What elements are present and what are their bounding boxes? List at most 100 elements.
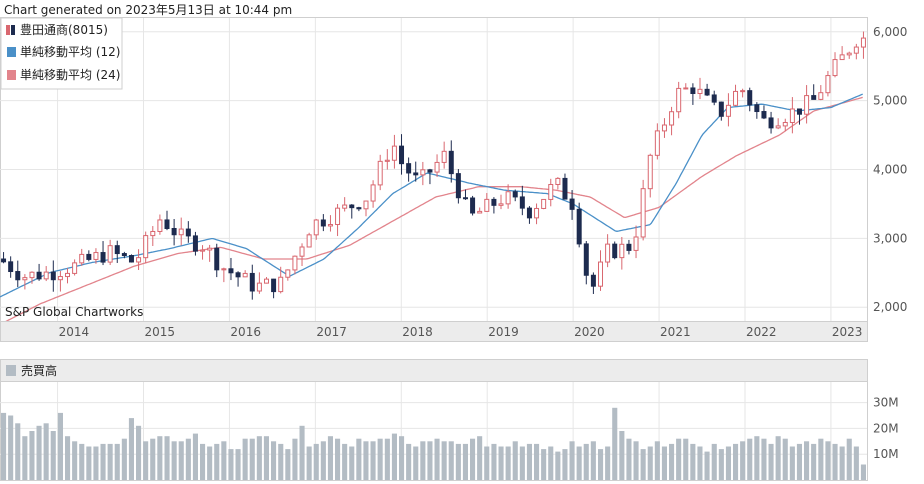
candle: [377, 154, 383, 191]
candle: [733, 84, 739, 106]
volume-bar: [462, 443, 468, 480]
volume-bar: [228, 449, 234, 480]
candle: [285, 269, 291, 281]
volume-bar: [356, 438, 362, 480]
candle: [598, 250, 604, 291]
candle: [768, 111, 774, 134]
candle: [214, 243, 220, 278]
candle: [477, 207, 483, 214]
candle: [228, 257, 234, 281]
x-tick-label: 2020: [574, 325, 605, 339]
candle: [583, 241, 589, 285]
volume-bar: [143, 441, 149, 480]
ma24-layer: [0, 96, 863, 325]
volume-bar: [29, 431, 35, 480]
candle: [57, 271, 63, 292]
volume-bar: [448, 441, 454, 480]
volume-bar: [150, 438, 156, 480]
candle: [427, 168, 433, 185]
candle: [384, 149, 390, 170]
candle: [327, 215, 333, 232]
volume-y-tick: 20M: [873, 421, 899, 435]
candle: [221, 267, 227, 283]
candle: [484, 193, 490, 212]
volume-bar: [669, 443, 675, 480]
candle: [825, 70, 831, 97]
candle: [740, 88, 746, 98]
candle: [65, 268, 71, 284]
chart-caption: Chart generated on 2023年5月13日 at 10:44 p…: [4, 3, 293, 17]
candle: [349, 204, 355, 219]
candle: [164, 210, 170, 231]
candle: [697, 77, 703, 100]
candle: [50, 260, 56, 292]
candle: [754, 102, 760, 119]
volume-bar: [271, 441, 277, 480]
legend-label-ma12: 単純移動平均 (12): [20, 45, 120, 59]
candle: [100, 241, 106, 266]
volume-bar: [420, 441, 426, 480]
volume-bar: [8, 415, 14, 480]
volume-bar: [825, 441, 831, 480]
candle: [470, 195, 476, 216]
price-y-tick: 2,000: [873, 300, 907, 314]
volume-bar: [185, 438, 191, 480]
volume-bar: [733, 443, 739, 480]
volume-bar: [548, 446, 554, 480]
volume-bar: [853, 446, 859, 480]
volume-bar: [278, 443, 284, 480]
volume-bar: [335, 438, 341, 480]
volume-bar: [676, 438, 682, 480]
candle: [555, 177, 561, 190]
volume-bar: [526, 443, 532, 480]
volume-bar: [725, 446, 731, 480]
candle: [157, 214, 163, 235]
x-tick-label: 2017: [316, 325, 347, 339]
candle: [86, 250, 92, 262]
candle: [846, 51, 852, 59]
candle: [235, 271, 241, 287]
price-legend: 豊田通商(8015) 単純移動平均 (12) 単純移動平均 (24): [0, 17, 123, 90]
candle: [342, 197, 348, 212]
candle: [185, 221, 191, 243]
volume-bar: [342, 443, 348, 480]
volume-bar: [740, 441, 746, 480]
volume-bar: [171, 441, 177, 480]
candle: [683, 83, 689, 90]
candle: [15, 260, 21, 288]
candle: [562, 173, 568, 200]
candle: [690, 83, 696, 105]
volume-bar: [754, 436, 760, 480]
candle: [242, 270, 248, 278]
volume-bar: [370, 441, 376, 480]
volume-bar: [207, 446, 213, 480]
volume-bar: [455, 443, 461, 480]
volume-bar: [718, 449, 724, 480]
volume-bar: [846, 438, 852, 480]
candle: [292, 255, 298, 275]
volume-bar: [43, 423, 49, 480]
volume-bar: [100, 443, 106, 480]
volume-bar: [519, 446, 525, 480]
volume-bar: [512, 441, 518, 480]
x-tick-label: 2021: [660, 325, 691, 339]
volume-bar: [605, 446, 611, 480]
candle: [150, 226, 156, 246]
candle: [43, 266, 49, 282]
volume-swatch-icon: [6, 365, 16, 376]
candle: [207, 244, 213, 262]
volume-bar: [93, 446, 99, 480]
candle: [136, 249, 142, 270]
candle: [121, 251, 127, 259]
candle: [725, 93, 731, 127]
volume-header: [0, 359, 868, 382]
candle-icon: [6, 25, 15, 35]
volume-bar: [626, 438, 632, 480]
candle: [8, 256, 14, 278]
volume-bar: [498, 446, 504, 480]
candle: [200, 245, 206, 260]
candle: [370, 180, 376, 208]
volume-bar: [711, 443, 717, 480]
volume-bar: [555, 451, 561, 480]
volume-bar: [598, 449, 604, 480]
